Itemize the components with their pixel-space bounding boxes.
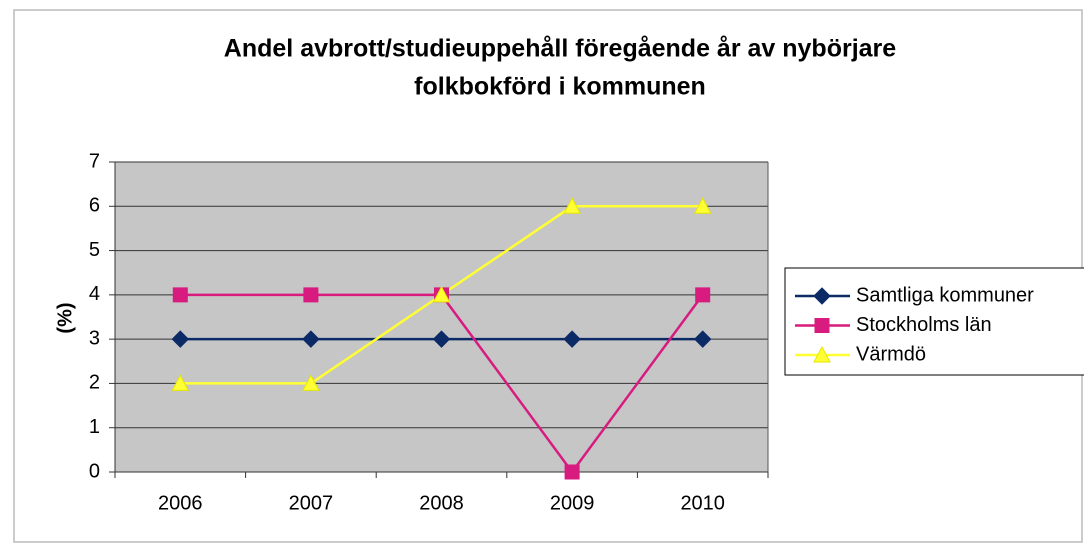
point-marker bbox=[813, 287, 831, 305]
point-marker bbox=[432, 330, 451, 348]
point-marker bbox=[432, 285, 451, 303]
point-marker bbox=[563, 330, 581, 348]
point-marker bbox=[695, 287, 711, 303]
legend-label: Samtliga kommuner bbox=[856, 284, 1034, 306]
chart-title: folkbokförd i kommunen bbox=[414, 73, 706, 101]
point-marker bbox=[302, 374, 320, 391]
point-marker bbox=[693, 330, 712, 348]
plot-area bbox=[115, 162, 768, 472]
y-tick-label: 6 bbox=[89, 195, 100, 217]
point-marker bbox=[303, 287, 319, 303]
x-tick-label: 2008 bbox=[419, 492, 464, 514]
x-tick-label: 2009 bbox=[550, 492, 595, 514]
y-tick-label: 1 bbox=[89, 416, 100, 438]
chart-title: Andel avbrott/studieuppehåll föregående … bbox=[224, 35, 896, 63]
y-tick-label: 0 bbox=[89, 460, 100, 482]
point-marker bbox=[171, 330, 190, 348]
point-marker bbox=[564, 464, 580, 480]
point-marker bbox=[171, 374, 190, 391]
y-tick-label: 7 bbox=[89, 150, 100, 172]
x-tick-label: 2010 bbox=[680, 492, 725, 514]
y-tick-label: 2 bbox=[89, 372, 100, 394]
x-tick-label: 2007 bbox=[289, 492, 334, 514]
point-marker bbox=[563, 197, 581, 214]
point-marker bbox=[302, 330, 320, 348]
legend-label: Stockholms län bbox=[856, 314, 992, 336]
point-marker bbox=[813, 345, 831, 363]
y-tick-label: 5 bbox=[89, 239, 100, 261]
y-tick-label: 4 bbox=[89, 283, 100, 305]
point-marker bbox=[172, 287, 188, 303]
x-tick-label: 2006 bbox=[158, 492, 203, 514]
point-marker bbox=[693, 197, 712, 214]
y-tick-label: 3 bbox=[89, 327, 100, 349]
legend bbox=[784, 267, 1084, 376]
y-axis-label: (%) bbox=[54, 302, 76, 333]
legend-label: Värmdö bbox=[856, 343, 926, 365]
point-marker bbox=[814, 318, 830, 333]
